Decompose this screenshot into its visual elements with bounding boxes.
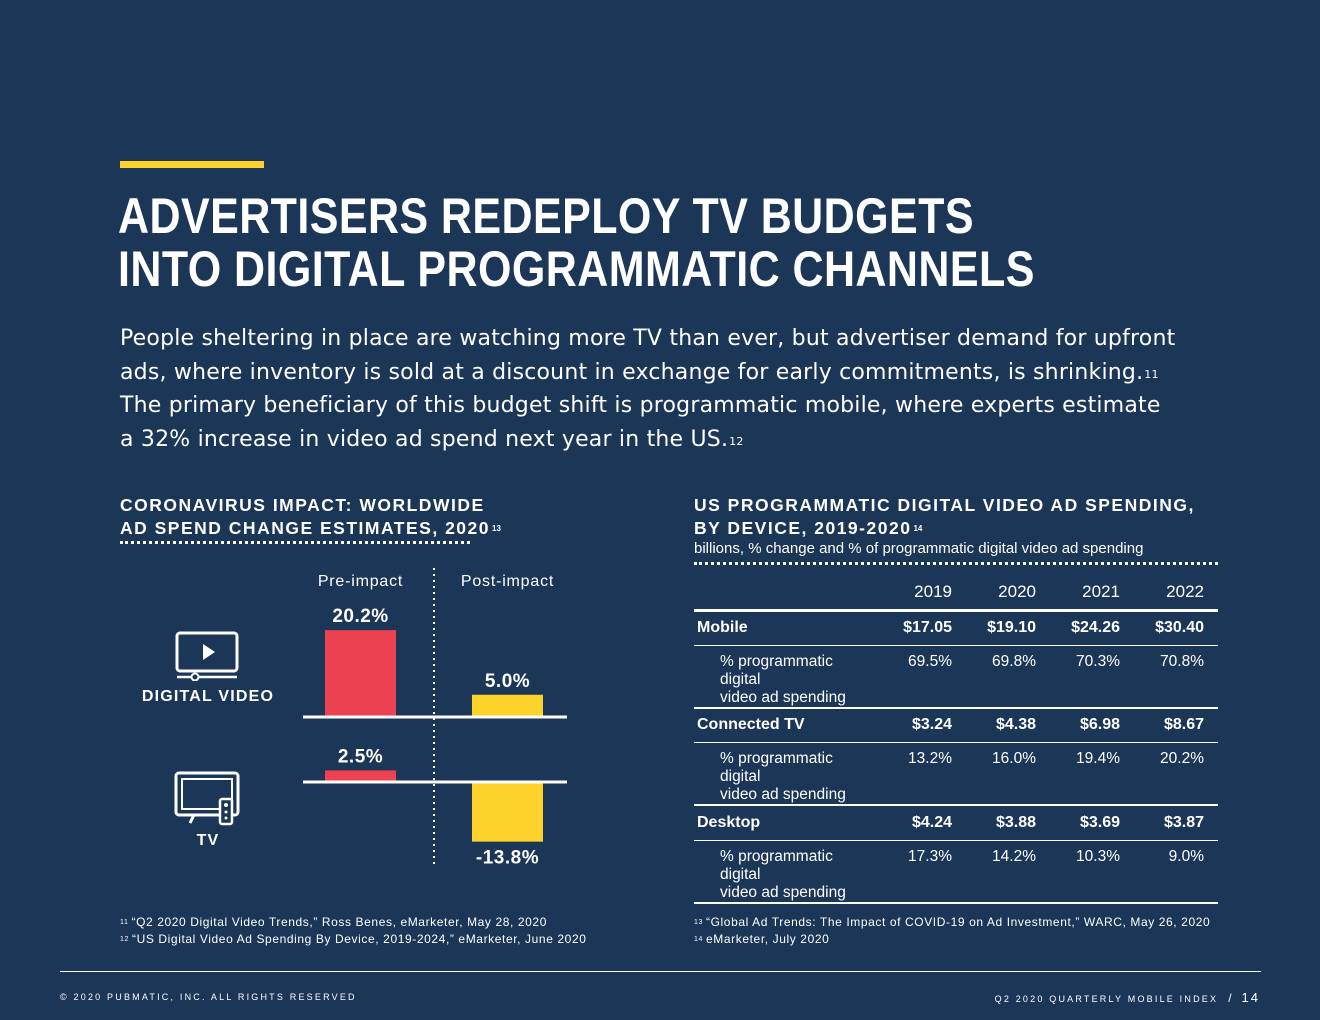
pct-value: 19.4% (1076, 750, 1120, 767)
table-header-row: 2019 2020 2021 2022 (694, 578, 1218, 612)
spend-table-title-line-2: BY DEVICE, 2019-2020 14 (694, 518, 923, 538)
footer-report: Q2 2020 QUARTERLY MOBILE INDEX / 14 (995, 990, 1260, 1005)
footnote-ref-13: 13 (492, 524, 501, 533)
header-year: 2022 (1134, 578, 1218, 612)
spend-value: $8.67 (1134, 707, 1218, 743)
pct-value: 13.2% (908, 750, 952, 767)
column-header: Pre-impact (318, 573, 403, 590)
footer-copyright: © 2020 PUBMATIC, INC. ALL RIGHTS RESERVE… (60, 992, 357, 1002)
spend-value: $3.87 (1134, 805, 1218, 841)
intro-line-2: ads, where inventory is sold at a discou… (120, 359, 1159, 385)
table-row-desktop-pct: % programmatic digital video ad spending … (694, 840, 1218, 903)
device-label: Desktop (694, 805, 882, 841)
footnote-11: 11 “Q2 2020 Digital Video Trends,” Ross B… (120, 915, 547, 929)
column-header: Post-impact (461, 573, 554, 590)
page-title-line-1: ADVERTISERS REDEPLOY TV BUDGETS (118, 188, 974, 244)
spend-title-underline (694, 562, 1218, 565)
bar-post-impact-digital-video (472, 694, 543, 716)
intro-line-1: People sheltering in place are watching … (120, 326, 1176, 351)
footnote-12: 12 “US Digital Video Ad Spending By Devic… (120, 932, 587, 946)
data-label: -13.8% (476, 848, 539, 869)
spend-table-title-line-1: US PROGRAMMATIC DIGITAL VIDEO AD SPENDIN… (694, 495, 1195, 515)
page-title-line-2: INTO DIGITAL PROGRAMMATIC CHANNELS (118, 241, 1035, 297)
row-label-tv: TV (196, 832, 220, 849)
digital-video-icon (175, 631, 239, 686)
spend-value: $30.40 (1134, 610, 1218, 646)
pct-value: 69.8% (992, 652, 1036, 670)
spend-value: $24.26 (1050, 610, 1134, 646)
footnote-ref-14: 14 (913, 524, 923, 533)
spend-table-subtitle: billions, % change and % of programmatic… (694, 540, 1144, 557)
spend-value: $3.24 (882, 707, 966, 743)
impact-chart-title-line-1: CORONAVIRUS IMPACT: WORLDWIDE (120, 495, 485, 515)
footer-divider (60, 971, 1261, 972)
intro-line-4: a 32% increase in video ad spend next ye… (120, 426, 744, 452)
spend-table-title: US PROGRAMMATIC DIGITAL VIDEO AD SPENDIN… (694, 494, 1195, 540)
bar-post-impact-tv (472, 783, 543, 842)
table-row-mobile-pct: % programmatic digital video ad spending … (694, 645, 1218, 708)
accent-bar (120, 161, 264, 168)
header-year: 2021 (1050, 578, 1134, 612)
pct-value: 17.3% (908, 847, 952, 865)
impact-chart-title-line-2: AD SPEND CHANGE ESTIMATES, 2020 13 (120, 518, 501, 538)
pct-value: 16.0% (992, 750, 1036, 767)
page-title: ADVERTISERS REDEPLOY TV BUDGETS INTO DIG… (118, 190, 1035, 296)
pct-label: % programmatic digital video ad spending (720, 750, 846, 803)
page-number: 14 (1241, 990, 1260, 1005)
footer-separator: / (1228, 991, 1232, 1005)
spend-value: $3.88 (966, 805, 1050, 841)
pct-label: % programmatic digital video ad spending (720, 847, 846, 901)
footnotes-left: 11 “Q2 2020 Digital Video Trends,” Ross B… (120, 914, 587, 948)
impact-chart-title: CORONAVIRUS IMPACT: WORLDWIDE AD SPEND C… (120, 494, 501, 540)
spend-value: $6.98 (1050, 707, 1134, 743)
header-blank (694, 578, 882, 612)
row-label-digital-video: DIGITAL VIDEO (141, 688, 275, 705)
bar-pre-impact-digital-video (325, 630, 396, 716)
intro-line-3: The primary beneficiary of this budget s… (120, 393, 1161, 418)
intro-paragraph: People sheltering in place are watching … (120, 322, 1200, 456)
footnote-ref-12: 12 (729, 434, 744, 448)
header-year: 2020 (966, 578, 1050, 612)
pct-label: % programmatic digital video ad spending (720, 652, 846, 706)
table-row-mobile: Mobile $17.05 $19.10 $24.26 $30.40 (694, 610, 1218, 646)
table-row-desktop: Desktop $4.24 $3.88 $3.69 $3.87 (694, 805, 1218, 841)
device-label: Connected TV (694, 707, 882, 743)
footnote-13: 13 “Global Ad Trends: The Impact of COVID… (694, 915, 1211, 929)
spend-value: $4.38 (966, 707, 1050, 743)
footnote-14: 14 eMarketer, July 2020 (694, 932, 830, 946)
impact-title-underline (120, 541, 470, 544)
pct-value: 70.3% (1076, 652, 1120, 670)
tv-icon (174, 771, 242, 832)
device-label: Mobile (694, 610, 882, 646)
header-year: 2019 (882, 578, 966, 612)
bar-pre-impact-tv (325, 770, 396, 781)
pct-value: 70.8% (1160, 652, 1204, 670)
table-row-connected-tv-pct: % programmatic digital video ad spending … (694, 743, 1218, 805)
spend-table: 2019 2020 2021 2022 Mobile $17.05 $19.10… (694, 578, 1218, 904)
footnotes-right: 13 “Global Ad Trends: The Impact of COVID… (694, 914, 1210, 948)
pct-value: 9.0% (1168, 847, 1204, 865)
pct-value: 69.5% (908, 652, 952, 670)
footer-report-title: Q2 2020 QUARTERLY MOBILE INDEX (994, 994, 1219, 1004)
spend-value: $4.24 (882, 805, 966, 841)
pct-value: 20.2% (1160, 750, 1204, 767)
data-label: 2.5% (338, 746, 383, 767)
footnote-ref-11: 11 (1144, 367, 1159, 381)
pct-value: 10.3% (1076, 847, 1120, 865)
spend-value: $19.10 (966, 610, 1050, 646)
data-label: 5.0% (485, 671, 530, 692)
table-row-connected-tv: Connected TV $3.24 $4.38 $6.98 $8.67 (694, 707, 1218, 743)
spend-value: $17.05 (882, 610, 966, 646)
pct-value: 14.2% (992, 847, 1036, 865)
data-label: 20.2% (332, 606, 388, 627)
spend-value: $3.69 (1050, 805, 1134, 841)
